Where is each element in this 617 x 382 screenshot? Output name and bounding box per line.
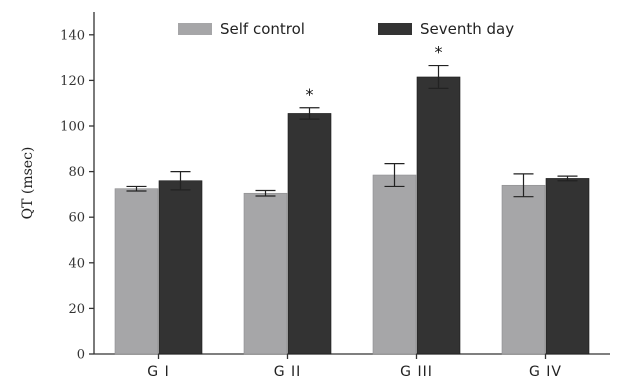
- x-tick-label: G III: [400, 364, 433, 380]
- bar-seventh-day: [545, 178, 590, 355]
- bar-self-control: [114, 188, 159, 355]
- significance-marker: *: [306, 85, 314, 104]
- bar-seventh-day: [416, 76, 461, 355]
- y-axis-label: QT (msec): [20, 147, 36, 220]
- legend-label-seventh-day: Seventh day: [420, 20, 514, 38]
- y-tick-label: 60: [68, 211, 85, 226]
- legend-swatch-seventh-day: [378, 23, 412, 35]
- x-tick-label: G IV: [529, 364, 562, 380]
- y-tick-label: 100: [60, 120, 85, 135]
- y-tick-label: 0: [77, 348, 85, 363]
- x-tick-label: G I: [147, 364, 169, 380]
- y-tick-label: 140: [60, 28, 85, 43]
- y-tick-label: 120: [60, 74, 85, 89]
- bar-self-control: [243, 192, 288, 355]
- bar-self-control: [372, 174, 417, 355]
- legend: Self control Seventh day: [178, 20, 514, 38]
- bar-seventh-day: [287, 113, 332, 355]
- x-tick-label: G II: [274, 364, 302, 380]
- legend-swatch-self-control: [178, 23, 212, 35]
- y-tick-label: 40: [68, 256, 85, 271]
- significance-marker: *: [435, 43, 443, 62]
- legend-label-self-control: Self control: [220, 20, 305, 38]
- y-tick-label: 20: [68, 302, 85, 317]
- bar-self-control: [501, 184, 546, 355]
- bar-seventh-day: [158, 180, 203, 355]
- y-tick-label: 80: [68, 165, 85, 180]
